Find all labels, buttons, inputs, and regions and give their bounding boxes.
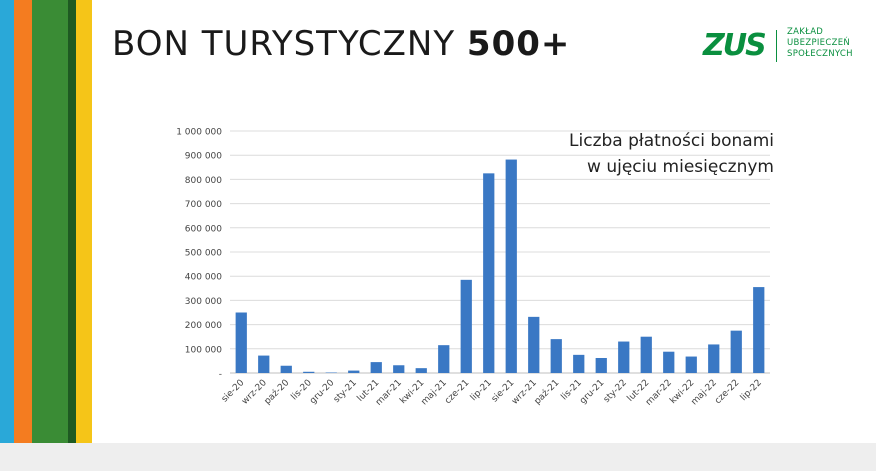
y-tick-label: 200 000 bbox=[185, 321, 222, 331]
x-tick-label: maj-21 bbox=[420, 378, 449, 407]
bar bbox=[438, 345, 450, 373]
bar bbox=[393, 365, 405, 373]
x-axis-ticks: sie-20wrz-20paź-20lis-20gru-20sty-21lut-… bbox=[220, 378, 764, 408]
bar bbox=[573, 354, 585, 373]
bar bbox=[753, 287, 765, 373]
y-tick-label: 600 000 bbox=[185, 224, 222, 234]
bar bbox=[280, 365, 292, 373]
bar bbox=[685, 356, 697, 373]
bar bbox=[415, 368, 427, 373]
bar bbox=[595, 357, 607, 373]
stripe-orange bbox=[14, 0, 32, 443]
bar bbox=[505, 159, 517, 373]
y-tick-label: 1 000 000 bbox=[176, 128, 222, 138]
x-tick-label: paź-20 bbox=[263, 378, 292, 407]
logo-line-1: ZAKŁAD bbox=[787, 27, 824, 37]
bar bbox=[483, 173, 495, 373]
y-tick-label: 300 000 bbox=[185, 297, 222, 307]
bar bbox=[708, 344, 720, 373]
logo-line-3: SPOŁECZNYCH bbox=[787, 49, 853, 59]
bar bbox=[528, 316, 540, 373]
stripe-dark-green bbox=[68, 0, 76, 443]
x-tick-label: maj-22 bbox=[690, 378, 719, 407]
bar bbox=[235, 312, 247, 373]
bar bbox=[370, 362, 382, 373]
annotation-line-2: w ujęciu miesięcznym bbox=[587, 157, 774, 177]
y-tick-label: 700 000 bbox=[185, 200, 222, 210]
bar bbox=[550, 339, 562, 373]
y-tick-label: - bbox=[219, 370, 222, 380]
x-tick-label: gru-21 bbox=[578, 378, 606, 406]
bar bbox=[730, 330, 742, 373]
y-tick-label: 500 000 bbox=[185, 249, 222, 259]
bars bbox=[235, 159, 765, 373]
decorative-stripes bbox=[0, 0, 92, 443]
logo-line-2: UBEZPIECZEŃ bbox=[787, 38, 851, 48]
x-tick-label: gru-20 bbox=[308, 378, 336, 406]
chart-annotation: Liczba płatności bonami w ujęciu miesięc… bbox=[530, 128, 774, 180]
y-tick-label: 400 000 bbox=[185, 273, 222, 283]
title-regular: BON TURYSTYCZNY bbox=[112, 24, 467, 64]
bar bbox=[348, 370, 360, 373]
bar-chart: - 100 000 200 000 300 000 400 000 500 000 600 … bbox=[176, 128, 770, 408]
stripe-blue bbox=[0, 0, 14, 443]
y-axis-ticks: - 100 000 200 000 300 000 400 000 500 000 600 … bbox=[176, 128, 222, 380]
bar bbox=[618, 341, 630, 373]
stripe-yellow bbox=[76, 0, 92, 443]
x-tick-label: lip-21 bbox=[469, 378, 494, 403]
x-tick-label: cze-21 bbox=[443, 378, 471, 406]
x-tick-label: cze-22 bbox=[713, 378, 741, 406]
bar bbox=[460, 279, 472, 373]
bar bbox=[640, 336, 652, 373]
stripe-green bbox=[32, 0, 68, 443]
bar bbox=[303, 371, 315, 373]
x-tick-label: paź-21 bbox=[533, 378, 562, 407]
x-tick-label: lip-22 bbox=[739, 378, 764, 403]
slide-title: BON TURYSTYCZNY 500+ bbox=[112, 24, 570, 64]
grid-lines bbox=[230, 130, 770, 374]
logo-divider bbox=[776, 30, 777, 62]
annotation-line-1: Liczba płatności bonami bbox=[569, 131, 774, 151]
x-tick-label: sty-22 bbox=[602, 378, 629, 405]
y-tick-label: 900 000 bbox=[185, 152, 222, 162]
title-bold: 500+ bbox=[466, 24, 571, 64]
y-tick-label: 800 000 bbox=[185, 176, 222, 186]
zus-logo-text: ZAKŁAD UBEZPIECZEŃ SPOŁECZNYCH bbox=[787, 27, 853, 60]
bar bbox=[663, 351, 675, 373]
bar bbox=[258, 355, 270, 373]
x-tick-label: sty-21 bbox=[332, 378, 359, 405]
bottom-bar bbox=[0, 443, 876, 471]
zus-logo-mark: ZUS bbox=[703, 28, 767, 63]
y-tick-label: 100 000 bbox=[185, 345, 222, 355]
